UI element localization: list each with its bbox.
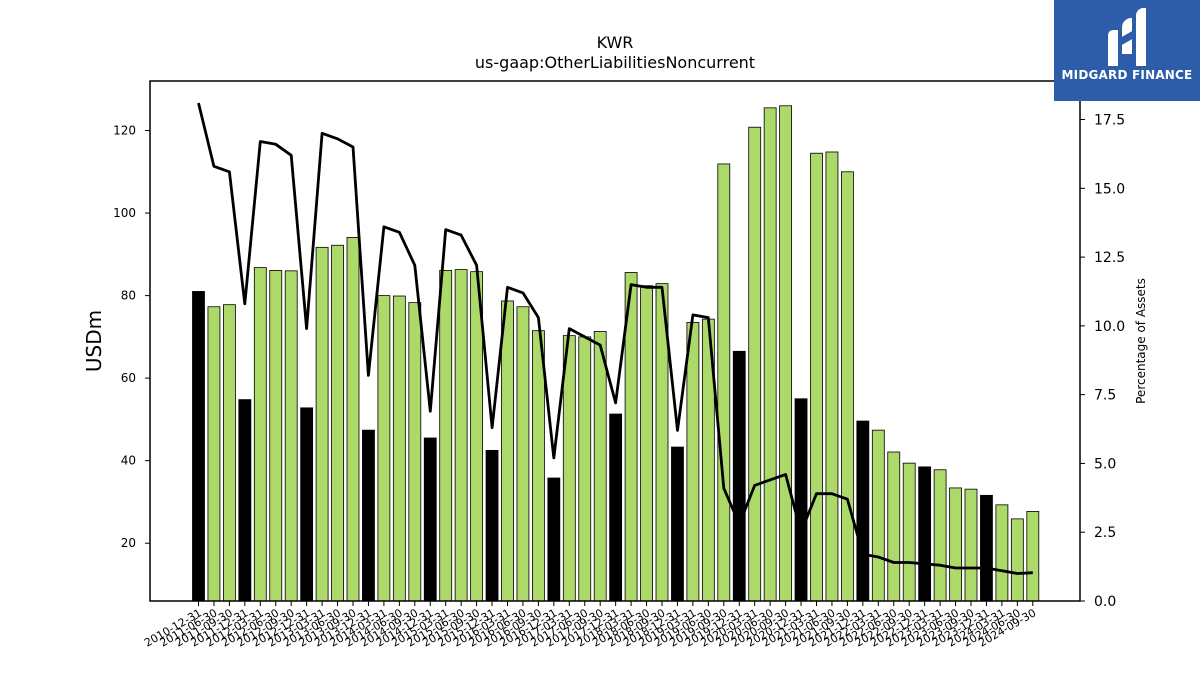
bar-2022-09-30 (902, 462, 916, 602)
bar-2011-06-30 (207, 306, 221, 602)
bar-2017-06-30 (578, 336, 592, 602)
bar-2020-06-30 (763, 107, 777, 602)
y-tick-label: 40 (121, 454, 136, 468)
bar-2012-09-30 (284, 270, 298, 602)
bar-2013-06-30 (331, 244, 344, 602)
y2-tick-label: 2.5 (1094, 525, 1116, 541)
y2-tick-label: 17.5 (1094, 113, 1125, 129)
bar-2022-12-31 (918, 466, 932, 602)
bar-2012-12-31 (300, 407, 314, 602)
bar-2022-03-31 (871, 429, 885, 602)
bar-2016-03-31 (501, 300, 514, 602)
bar-2013-09-30 (346, 237, 360, 602)
bar-2015-12-31 (485, 449, 499, 602)
bar-2017-09-30 (593, 331, 607, 602)
bar-2023-12-31 (980, 494, 993, 602)
plot-frame (149, 80, 1081, 602)
y-tick-label: 100 (113, 206, 136, 220)
bar-2021-09-30 (841, 171, 854, 602)
bar-2021-06-30 (825, 151, 839, 602)
y-tick-label: 80 (121, 289, 136, 303)
bar-2020-03-31 (748, 126, 762, 602)
percentage-line (197, 102, 1033, 575)
bar-2013-03-31 (315, 246, 329, 602)
bar-2014-06-30 (392, 295, 406, 602)
bar-2014-12-31 (423, 437, 437, 602)
y2-tick-label: 10.0 (1094, 319, 1125, 335)
y-axis-right: 0.0 2.5 5.0 7.5 10.0 12.5 15.0 17.5 (1080, 113, 1125, 610)
bar-2013-12-31 (362, 429, 375, 602)
y-tick-label: 20 (121, 536, 136, 550)
y-tick-label: 120 (113, 124, 136, 138)
bar-2022-06-30 (887, 451, 901, 602)
bar-2012-06-30 (269, 270, 283, 602)
y-axis-label: USDm (82, 310, 106, 372)
x-axis: 2010-12-312011-06-302011-09-302011-12-31… (142, 601, 1038, 650)
y2-tick-label: 15.0 (1094, 181, 1125, 197)
midgard-finance-logo: MIDGARD FINANCE (1054, 0, 1200, 101)
bar-2010-12-31 (192, 291, 205, 602)
bar-2024-06-30 (1010, 518, 1024, 602)
bar-2023-09-30 (964, 488, 978, 602)
bar-2023-06-30 (949, 487, 962, 602)
bar-2024-09-30 (1026, 511, 1040, 602)
bar-2015-03-31 (439, 270, 453, 602)
bar-2017-12-31 (609, 413, 623, 602)
bar-2018-06-30 (640, 285, 653, 602)
y2-axis-label: Percentage of Assets (1134, 278, 1148, 404)
bar-2011-09-30 (222, 304, 236, 602)
bar-2016-12-31 (547, 477, 561, 602)
bar-2015-06-30 (454, 269, 468, 602)
bar-2018-12-31 (671, 446, 684, 602)
y2-tick-label: 12.5 (1094, 250, 1125, 266)
y2-tick-label: 5.0 (1094, 456, 1116, 472)
bar-2019-12-31 (732, 350, 746, 602)
bar-2020-12-31 (794, 398, 808, 602)
bar-2014-03-31 (377, 295, 391, 602)
bar-2023-03-31 (933, 469, 947, 602)
bar-2019-09-30 (717, 163, 731, 602)
y-axis-left: 20 40 60 80 100 120 (113, 124, 150, 550)
y2-tick-label: 0.0 (1094, 594, 1116, 610)
logo-text: MIDGARD FINANCE (1061, 68, 1193, 82)
bar-2014-09-30 (408, 302, 422, 602)
bar-2020-09-30 (779, 105, 792, 602)
bar-2019-03-31 (686, 322, 700, 602)
bar-2017-03-31 (562, 335, 576, 602)
logo-mark-icon (1108, 8, 1146, 66)
chart-title: KWR (597, 33, 634, 52)
line-series (197, 102, 1033, 575)
bar-2021-03-31 (810, 152, 823, 602)
bar-2016-09-30 (532, 330, 545, 602)
bar-2011-12-31 (238, 399, 252, 602)
y2-tick-label: 7.5 (1094, 388, 1116, 404)
bar-2021-12-31 (856, 420, 870, 602)
bar-2012-03-31 (253, 267, 267, 602)
chart-subtitle: us-gaap:OtherLiabilitiesNoncurrent (475, 53, 755, 72)
bar-2016-06-30 (516, 306, 530, 602)
y-tick-label: 60 (121, 371, 136, 385)
bar-2024-03-31 (995, 504, 1009, 602)
